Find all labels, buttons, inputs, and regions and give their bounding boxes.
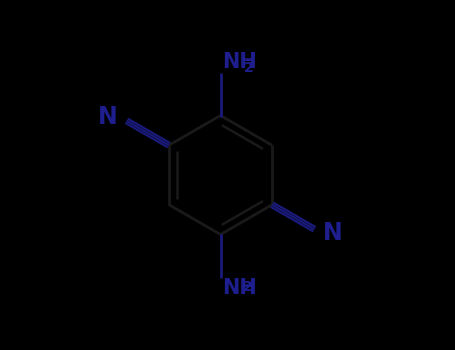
Text: 2: 2: [243, 280, 253, 294]
Text: NH: NH: [222, 52, 257, 72]
Text: NH: NH: [222, 278, 257, 298]
Text: 2: 2: [244, 61, 254, 75]
Text: N: N: [323, 221, 343, 245]
Text: N: N: [98, 105, 118, 129]
